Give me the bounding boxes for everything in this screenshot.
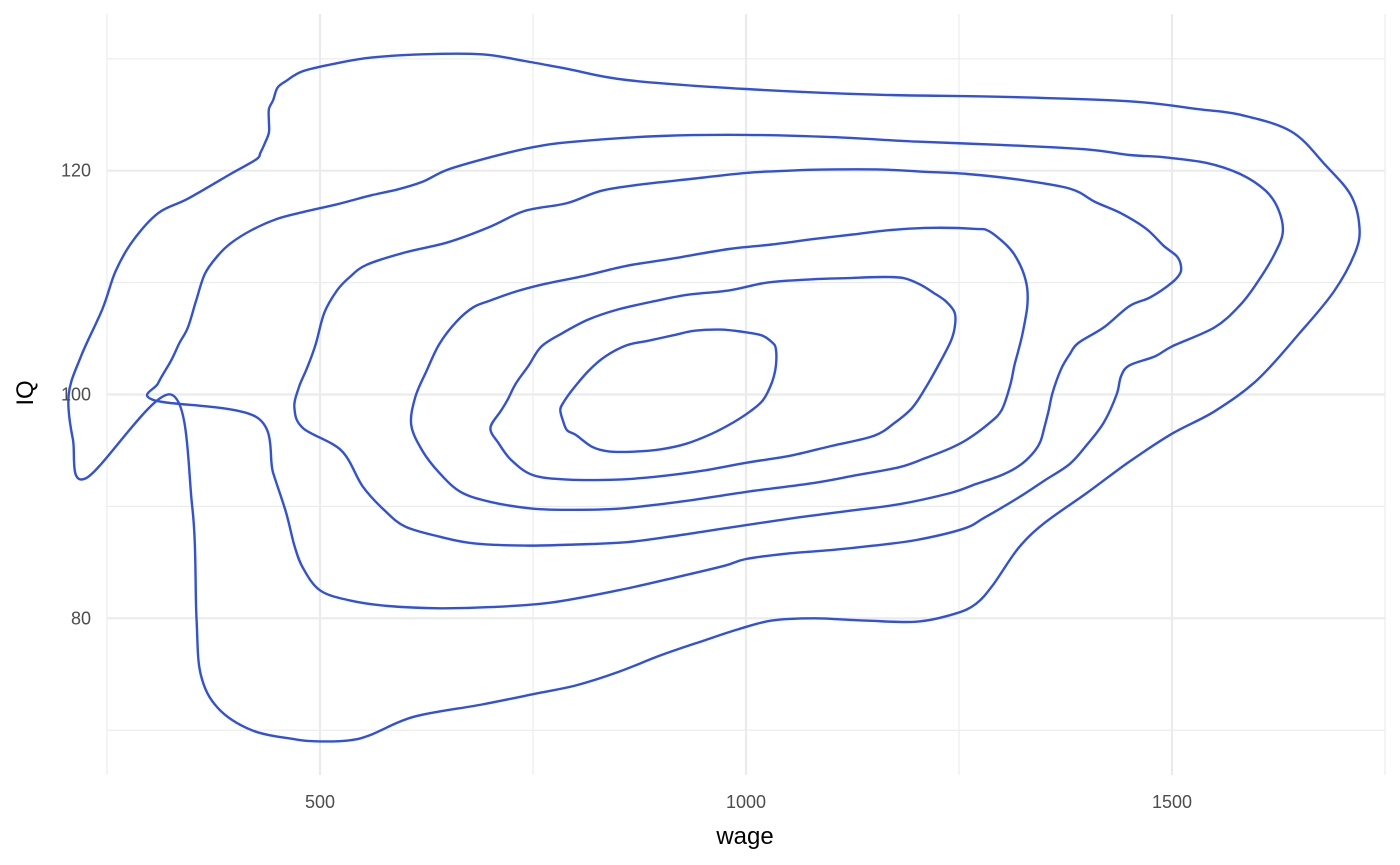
major-gridlines <box>107 14 1385 775</box>
x-tick-label-1500: 1500 <box>1152 792 1192 812</box>
y-axis-title: IQ <box>12 380 39 405</box>
contour-level-2 <box>146 133 1285 610</box>
y-tick-label-80: 80 <box>71 608 91 628</box>
y-axis-ticks: 80 100 120 <box>61 161 91 629</box>
y-tick-label-100: 100 <box>61 385 91 405</box>
contour-level-4 <box>409 226 1029 512</box>
density-contours <box>67 52 1361 743</box>
y-tick-label-120: 120 <box>61 161 91 181</box>
x-axis-title: wage <box>715 823 773 850</box>
contour-level-6 <box>559 328 778 454</box>
contour-level-5 <box>489 275 957 482</box>
x-tick-label-1000: 1000 <box>726 792 766 812</box>
contour-level-1 <box>67 52 1361 743</box>
x-axis-ticks: 500 1000 1500 <box>305 792 1192 812</box>
x-tick-label-500: 500 <box>305 792 335 812</box>
contour-level-3 <box>293 168 1183 547</box>
